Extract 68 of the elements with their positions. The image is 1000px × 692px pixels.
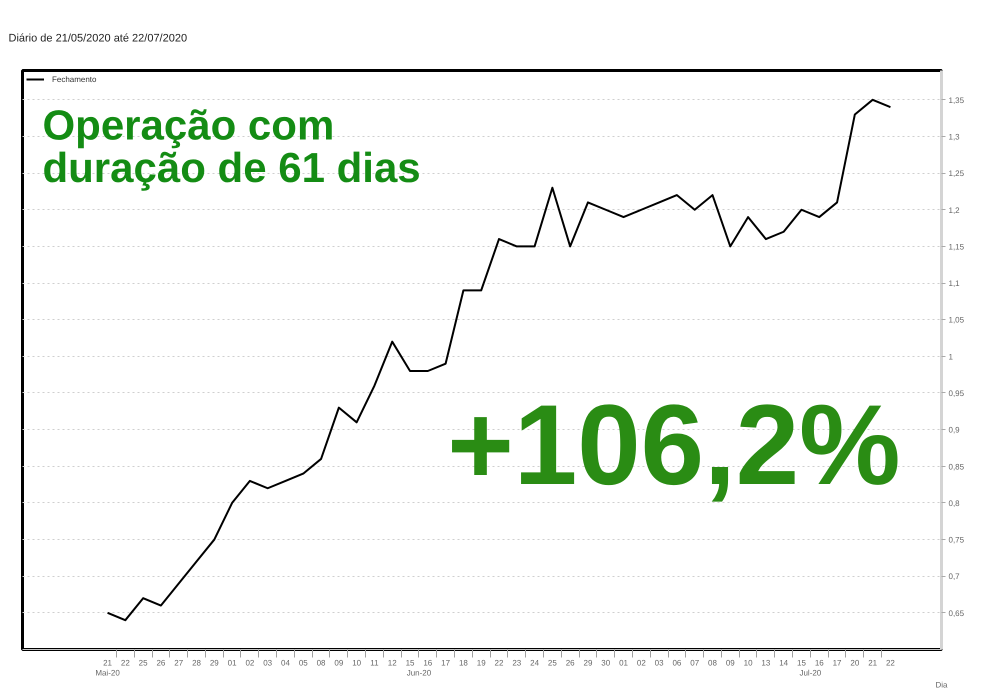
annotation: Operação com duração de 61 dias [42, 102, 421, 191]
x-tick-label: 28 [192, 658, 202, 668]
x-tick-label: 22 [120, 658, 130, 668]
y-tick-label: 0,9 [948, 426, 960, 435]
x-tick-label: 29 [210, 658, 220, 668]
y-tick-label: 0,65 [948, 608, 965, 618]
y-tick-label: 1,3 [948, 132, 960, 142]
x-tick-label: 01 [619, 658, 629, 668]
y-tick-label: 1 [948, 352, 954, 362]
x-tick-label: 23 [512, 658, 522, 668]
y-tick-label: 0,85 [948, 462, 965, 472]
x-tick-label: 15 [406, 658, 416, 668]
x-tick-label: 08 [316, 658, 326, 668]
x-tick-label: 09 [726, 658, 736, 668]
y-tick-label: 1,35 [948, 96, 965, 105]
text: Jul-20 [799, 668, 822, 678]
y-tick-label: 1,05 [948, 316, 965, 325]
y-tick-label: 0,8 [948, 498, 960, 508]
y-tick-label: 0,7 [948, 572, 960, 582]
x-tick-label: 19 [476, 658, 486, 668]
x-tick-label: 17 [441, 658, 451, 668]
x-tick-label: 25 [548, 658, 558, 668]
y-tick-label: 0,95 [948, 388, 965, 398]
x-axis-title: Dia [936, 680, 948, 690]
y-tick-label: 1,15 [948, 242, 965, 252]
x-tick-label: 02 [636, 658, 646, 668]
x-tick-label: 21 [868, 658, 878, 668]
x-tick-label: 22 [886, 658, 896, 668]
x-tick-label: 03 [263, 658, 273, 668]
y-tick-label: 0,75 [948, 536, 965, 545]
x-tick-label: 26 [156, 658, 166, 668]
x-tick-label: 09 [334, 658, 344, 668]
x-tick-label: 11 [370, 658, 380, 668]
x-tick-label: 02 [245, 658, 255, 668]
y-tick-label: 1,25 [948, 169, 965, 178]
x-tick-label: 08 [708, 658, 718, 668]
x-tick-label: 07 [690, 658, 700, 668]
x-tick-label: 18 [458, 658, 468, 668]
x-tick-label: 10 [352, 658, 362, 668]
x-tick-label: 25 [138, 658, 148, 668]
x-tick-label: 04 [281, 658, 290, 668]
text: Jun-20 [406, 668, 432, 678]
x-tick-label: 10 [744, 658, 754, 668]
x-tick-label: 16 [423, 658, 433, 668]
x-tick-label: 13 [761, 658, 771, 668]
x-tick-label: 15 [797, 658, 806, 668]
x-tick-label: 14 [779, 658, 789, 668]
x-tick-label: 30 [601, 658, 611, 668]
text: Mai-20 [95, 668, 120, 678]
x-tick-label: 16 [814, 658, 824, 668]
x-tick-label: 20 [850, 658, 860, 668]
x-tick-label: 21 [103, 658, 113, 668]
x-tick-label: 27 [174, 658, 184, 668]
x-tick-label: 12 [388, 658, 398, 668]
x-tick-label: 26 [566, 658, 576, 668]
x-tick-label: 24 [530, 658, 540, 668]
annotation: +106,2% [447, 382, 900, 509]
x-tick-label: 06 [672, 658, 682, 668]
x-tick-label: 01 [228, 658, 238, 668]
x-tick-label: 03 [654, 658, 664, 668]
y-tick-label: 1,1 [948, 279, 960, 288]
x-tick-label: 29 [584, 658, 593, 668]
y-tick-label: 1,2 [948, 206, 960, 215]
x-tick-label: 05 [298, 658, 308, 668]
x-tick-label: 22 [494, 658, 504, 668]
x-tick-label: 17 [832, 658, 842, 668]
legend-label: Fechamento [52, 74, 96, 84]
chart-title: Diário de 21/05/2020 até 22/07/2020 [8, 32, 188, 44]
